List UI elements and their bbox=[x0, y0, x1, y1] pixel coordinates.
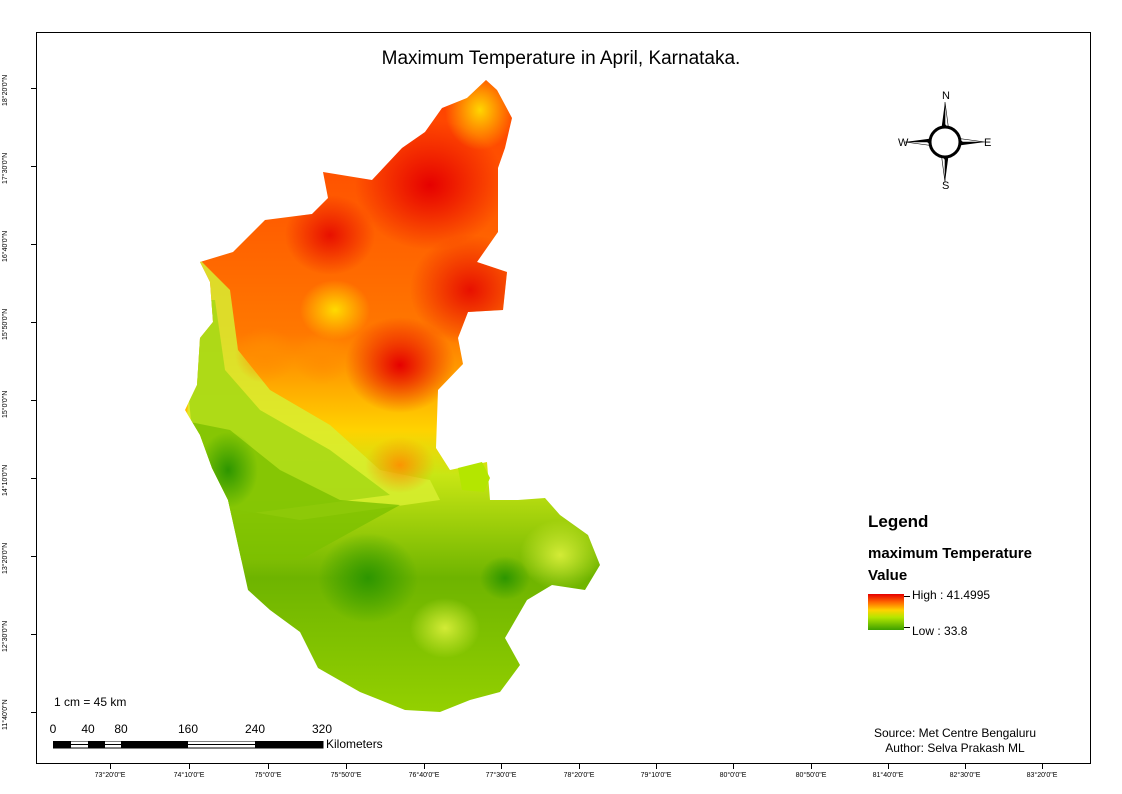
longitude-label: 73°20'0"E bbox=[94, 772, 126, 779]
longitude-tick bbox=[733, 764, 734, 769]
scale-bar bbox=[53, 741, 324, 749]
longitude-tick bbox=[110, 764, 111, 769]
scale-note: 1 cm = 45 km bbox=[54, 695, 127, 709]
longitude-tick bbox=[579, 764, 580, 769]
temperature-surface bbox=[185, 80, 600, 712]
longitude-tick bbox=[346, 764, 347, 769]
longitude-label: 76°40'0"E bbox=[408, 772, 440, 779]
latitude-tick bbox=[31, 322, 36, 323]
longitude-label: 74°10'0"E bbox=[173, 772, 205, 779]
longitude-tick bbox=[965, 764, 966, 769]
legend-field-name: maximum Temperature bbox=[868, 545, 1032, 562]
longitude-label: 82°30'0"E bbox=[949, 772, 981, 779]
longitude-tick bbox=[656, 764, 657, 769]
scale-label: 0 bbox=[49, 722, 57, 736]
latitude-tick bbox=[31, 556, 36, 557]
north-arrow-icon bbox=[904, 101, 986, 183]
latitude-tick bbox=[31, 634, 36, 635]
compass-south: S bbox=[942, 180, 950, 192]
longitude-tick bbox=[268, 764, 269, 769]
credit-author: Author: Selva Prakash ML bbox=[885, 741, 1025, 755]
legend-subtitle: Value bbox=[868, 567, 908, 584]
latitude-tick bbox=[31, 244, 36, 245]
legend-high-label: High : 41.4995 bbox=[912, 588, 991, 602]
longitude-label: 75°50'0"E bbox=[330, 772, 362, 779]
compass: N S W E bbox=[895, 90, 995, 192]
legend-title: Legend bbox=[868, 512, 929, 531]
longitude-label: 77°30'0"E bbox=[485, 772, 517, 779]
compass-west: W bbox=[898, 137, 909, 149]
compass-east: E bbox=[984, 137, 992, 149]
longitude-label: 83°20'0"E bbox=[1026, 772, 1058, 779]
longitude-tick bbox=[189, 764, 190, 769]
map-enclave bbox=[458, 462, 490, 492]
map-title: Maximum Temperature in April, Karnataka. bbox=[381, 48, 741, 69]
credit-source: Source: Met Centre Bengaluru bbox=[873, 726, 1037, 740]
longitude-label: 80°0'0"E bbox=[719, 772, 747, 779]
latitude-tick bbox=[31, 166, 36, 167]
legend-color-ramp bbox=[868, 594, 904, 630]
legend: Legend maximum Temperature Value High : … bbox=[868, 512, 1078, 638]
longitude-tick bbox=[888, 764, 889, 769]
latitude-tick bbox=[31, 88, 36, 89]
longitude-label: 81°40'0"E bbox=[872, 772, 904, 779]
legend-low-label: Low : 33.8 bbox=[912, 624, 968, 638]
legend-low-tick bbox=[904, 627, 910, 628]
credits: Source: Met Centre Bengaluru Author: Sel… bbox=[850, 726, 1060, 756]
map-frame bbox=[36, 32, 1091, 764]
longitude-tick bbox=[1042, 764, 1043, 769]
scale-label: 80 bbox=[114, 722, 128, 736]
longitude-label: 75°0'0"E bbox=[254, 772, 282, 779]
latitude-tick bbox=[31, 712, 36, 713]
scale-label: 160 bbox=[177, 722, 199, 736]
longitude-tick bbox=[811, 764, 812, 769]
scale-unit: Kilometers bbox=[326, 737, 383, 751]
longitude-label: 78°20'0"E bbox=[563, 772, 595, 779]
latitude-tick bbox=[31, 478, 36, 479]
longitude-label: 79°10'0"E bbox=[640, 772, 672, 779]
legend-high-tick bbox=[904, 596, 910, 597]
scale-label: 40 bbox=[81, 722, 95, 736]
longitude-tick bbox=[501, 764, 502, 769]
scale-label: 320 bbox=[311, 722, 333, 736]
scale-label: 240 bbox=[244, 722, 266, 736]
longitude-label: 80°50'0"E bbox=[795, 772, 827, 779]
longitude-tick bbox=[424, 764, 425, 769]
compass-north: N bbox=[942, 90, 950, 102]
latitude-tick bbox=[31, 400, 36, 401]
